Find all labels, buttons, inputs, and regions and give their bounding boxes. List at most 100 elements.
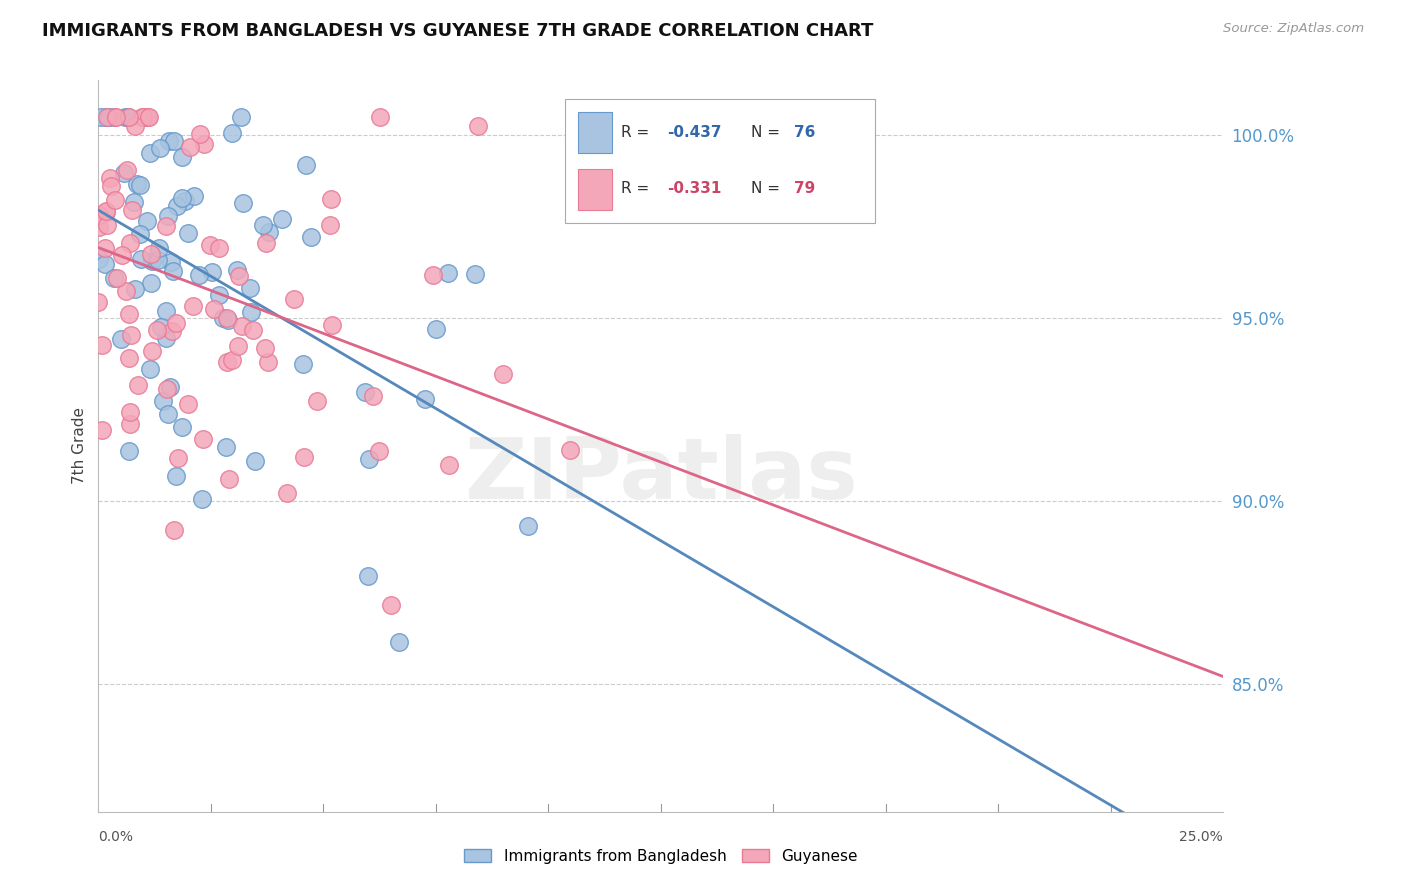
- Point: [208, 288, 231, 302]
- Point: [136, 213, 159, 227]
- Point: [202, 302, 225, 317]
- Point: [183, 188, 205, 202]
- Point: [121, 202, 143, 217]
- Point: [90, 110, 112, 124]
- Point: [120, 327, 142, 342]
- Point: [93, 257, 115, 271]
- Point: [100, 178, 122, 193]
- Point: [207, 241, 229, 255]
- Point: [163, 134, 186, 148]
- Text: 0.0%: 0.0%: [98, 830, 134, 844]
- Point: [179, 139, 201, 153]
- Point: [560, 443, 582, 458]
- Point: [148, 252, 170, 267]
- Point: [87, 252, 110, 267]
- Point: [368, 444, 391, 458]
- Text: Source: ZipAtlas.com: Source: ZipAtlas.com: [1223, 22, 1364, 36]
- Point: [215, 355, 238, 369]
- Point: [257, 225, 280, 239]
- Point: [357, 569, 380, 583]
- Point: [155, 219, 177, 234]
- Point: [200, 265, 222, 279]
- Point: [200, 238, 222, 252]
- Point: [111, 248, 134, 262]
- Point: [232, 195, 254, 210]
- Point: [125, 178, 148, 192]
- Point: [188, 268, 211, 282]
- Point: [437, 458, 460, 472]
- Point: [135, 110, 157, 124]
- Point: [117, 444, 139, 458]
- Point: [120, 235, 142, 250]
- Point: [149, 319, 172, 334]
- Point: [218, 472, 240, 486]
- Point: [131, 110, 153, 124]
- Point: [139, 146, 162, 161]
- Point: [370, 110, 392, 124]
- Y-axis label: 7th Grade: 7th Grade: [72, 408, 87, 484]
- Point: [155, 331, 177, 345]
- Point: [159, 379, 181, 393]
- Point: [188, 127, 211, 141]
- Point: [166, 199, 188, 213]
- Point: [157, 407, 180, 421]
- Text: 25.0%: 25.0%: [1180, 830, 1223, 844]
- Point: [118, 351, 141, 366]
- Point: [256, 354, 278, 368]
- Point: [292, 357, 315, 371]
- Point: [117, 110, 139, 124]
- Point: [136, 110, 159, 124]
- Point: [160, 324, 183, 338]
- Point: [190, 491, 212, 506]
- Point: [231, 318, 253, 333]
- Point: [152, 394, 174, 409]
- Point: [252, 218, 274, 232]
- Point: [105, 271, 128, 285]
- Point: [156, 382, 179, 396]
- Point: [239, 281, 262, 295]
- Point: [105, 110, 128, 124]
- Point: [124, 282, 146, 296]
- Point: [118, 110, 141, 124]
- Point: [191, 433, 214, 447]
- Point: [357, 452, 380, 467]
- Point: [294, 158, 316, 172]
- Point: [148, 242, 170, 256]
- Point: [170, 191, 193, 205]
- Point: [117, 163, 139, 178]
- Point: [149, 141, 172, 155]
- Point: [91, 338, 114, 352]
- Point: [492, 367, 515, 381]
- Point: [193, 137, 215, 152]
- Point: [211, 311, 233, 326]
- Point: [157, 134, 180, 148]
- Point: [321, 318, 343, 332]
- Point: [139, 247, 162, 261]
- Point: [98, 110, 121, 124]
- Point: [221, 353, 243, 368]
- Point: [307, 394, 329, 409]
- Point: [228, 339, 250, 353]
- Point: [118, 307, 141, 321]
- Point: [89, 219, 111, 234]
- Point: [292, 450, 315, 465]
- Point: [124, 119, 146, 133]
- Point: [217, 312, 239, 326]
- Point: [276, 486, 298, 500]
- Point: [94, 110, 117, 124]
- Point: [104, 193, 127, 207]
- Point: [319, 218, 342, 232]
- Point: [96, 110, 118, 124]
- Point: [413, 392, 436, 406]
- Point: [160, 255, 183, 269]
- Point: [118, 417, 141, 432]
- Point: [156, 209, 179, 223]
- Point: [231, 110, 253, 124]
- Point: [177, 226, 200, 240]
- Point: [170, 150, 193, 164]
- Point: [165, 468, 187, 483]
- Point: [174, 194, 197, 209]
- Point: [215, 440, 238, 454]
- Point: [270, 212, 292, 227]
- Point: [425, 321, 447, 335]
